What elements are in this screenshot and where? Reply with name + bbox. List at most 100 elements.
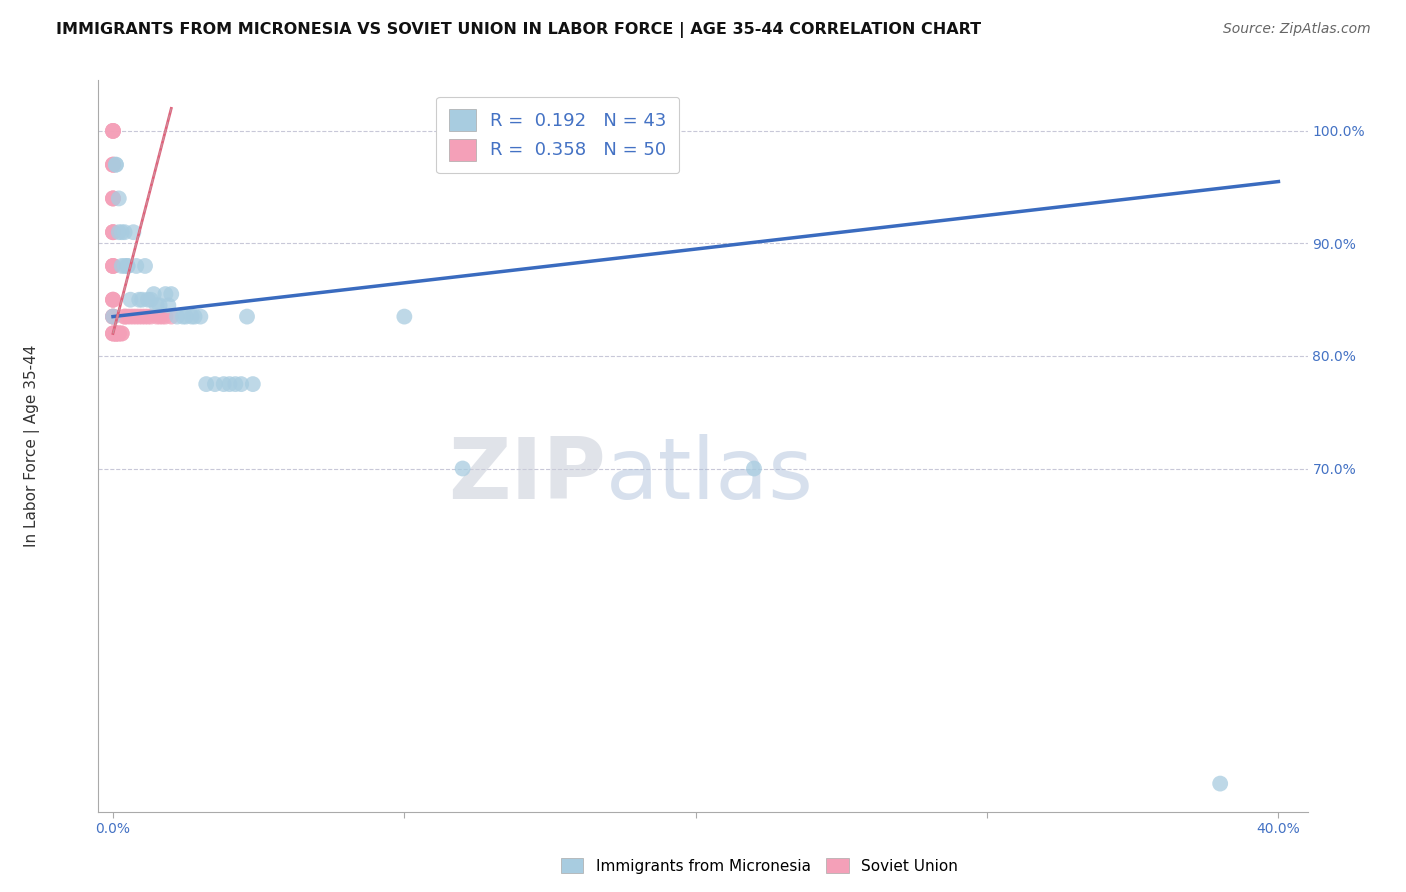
Text: Source: ZipAtlas.com: Source: ZipAtlas.com (1223, 22, 1371, 37)
Point (104, 326, 127, 341)
Point (101, 310, 124, 324)
Point (101, 158, 124, 172)
Legend: Immigrants from Micronesia, Soviet Union: Immigrants from Micronesia, Soviet Union (554, 852, 965, 880)
Point (111, 326, 134, 341)
Point (108, 326, 131, 341)
Point (101, 326, 124, 341)
Point (451, 461, 474, 475)
Point (101, 326, 124, 341)
Point (111, 259, 134, 273)
Point (101, 124, 124, 138)
Point (101, 124, 124, 138)
Point (101, 225, 124, 239)
Point (157, 298, 180, 312)
Point (134, 310, 156, 324)
Point (224, 377, 246, 392)
Point (104, 326, 127, 341)
Point (104, 326, 127, 341)
Point (180, 310, 202, 324)
Point (139, 293, 162, 307)
Point (212, 377, 235, 392)
Point (125, 310, 148, 324)
Text: atlas: atlas (606, 434, 814, 516)
Point (172, 310, 194, 324)
Point (120, 310, 142, 324)
Point (166, 310, 188, 324)
Point (149, 310, 172, 324)
Point (134, 259, 156, 273)
Point (101, 259, 124, 273)
Point (145, 310, 167, 324)
Text: In Labor Force | Age 35-44: In Labor Force | Age 35-44 (24, 345, 39, 547)
Point (104, 158, 127, 172)
Point (101, 158, 124, 172)
Point (104, 326, 127, 341)
Point (108, 225, 131, 239)
Point (122, 310, 145, 324)
Point (101, 191, 124, 205)
Point (128, 293, 150, 307)
Point (149, 298, 172, 312)
Point (101, 310, 124, 324)
Point (101, 310, 124, 324)
Point (190, 310, 212, 324)
Point (114, 259, 136, 273)
Point (101, 259, 124, 273)
Point (117, 259, 139, 273)
Point (152, 310, 174, 324)
Point (128, 310, 150, 324)
Point (101, 293, 124, 307)
Point (125, 259, 148, 273)
Point (108, 326, 131, 341)
Point (108, 191, 131, 205)
Point (111, 225, 134, 239)
Point (101, 191, 124, 205)
Point (155, 310, 177, 324)
Point (101, 326, 124, 341)
Point (1209, 776, 1232, 790)
Point (145, 298, 167, 312)
Point (160, 287, 183, 301)
Point (117, 259, 139, 273)
Point (101, 293, 124, 307)
Point (139, 310, 162, 324)
Point (117, 310, 139, 324)
Point (104, 158, 127, 172)
Point (122, 225, 145, 239)
Point (236, 310, 259, 324)
Point (120, 293, 142, 307)
Point (131, 310, 153, 324)
Point (101, 310, 124, 324)
Point (136, 310, 159, 324)
Point (101, 124, 124, 138)
Point (155, 287, 177, 301)
Point (101, 225, 124, 239)
Point (101, 158, 124, 172)
Text: IMMIGRANTS FROM MICRONESIA VS SOVIET UNION IN LABOR FORCE | AGE 35-44 CORRELATIO: IMMIGRANTS FROM MICRONESIA VS SOVIET UNI… (56, 22, 981, 38)
Text: ZIP: ZIP (449, 434, 606, 516)
Point (160, 310, 183, 324)
Point (394, 310, 416, 324)
Point (174, 310, 197, 324)
Point (111, 326, 134, 341)
Point (101, 259, 124, 273)
Point (114, 225, 136, 239)
Point (136, 293, 159, 307)
Point (131, 293, 153, 307)
Point (183, 310, 205, 324)
Point (142, 287, 165, 301)
Legend: R =  0.192   N = 43, R =  0.358   N = 50: R = 0.192 N = 43, R = 0.358 N = 50 (436, 96, 679, 173)
Point (101, 191, 124, 205)
Point (218, 377, 240, 392)
Point (204, 377, 226, 392)
Point (101, 225, 124, 239)
Point (104, 326, 127, 341)
Point (242, 377, 264, 392)
Point (114, 310, 136, 324)
Point (101, 293, 124, 307)
Point (231, 377, 253, 392)
Point (108, 326, 131, 341)
Point (195, 377, 218, 392)
Point (742, 461, 765, 475)
Point (114, 310, 136, 324)
